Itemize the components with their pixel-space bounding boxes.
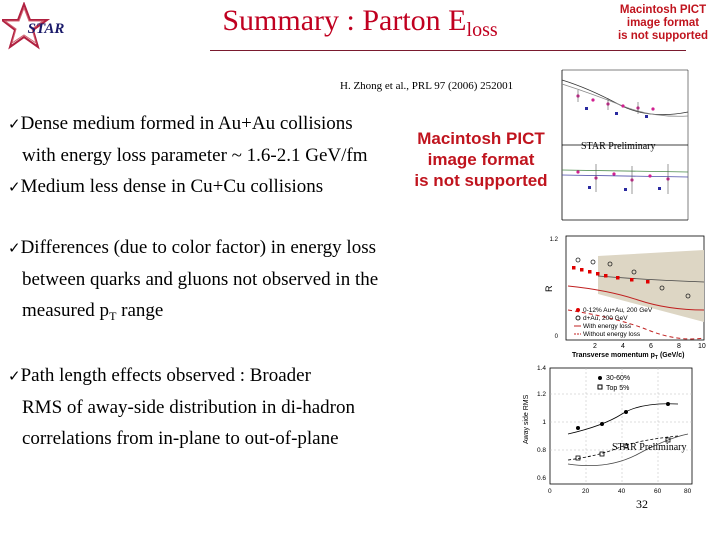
plot2-xlabel: Transverse momentum pT (GeV/c) — [572, 352, 684, 360]
plot3-xtick: 0 — [548, 488, 552, 495]
plot3-legend-item: 30-60% — [606, 375, 630, 382]
bullet-group-3: ✓Path length effects observed : Broader … — [8, 365, 355, 449]
plot3-ytick: 1 — [542, 419, 546, 426]
plot3-ytick: 0.6 — [537, 475, 546, 482]
check-icon: ✓ — [8, 367, 21, 385]
logo-text: STAR — [28, 21, 65, 37]
plot-away-side-rms: 30-60% Top 5% Away side RMS 1.4 1.2 1 0.… — [523, 365, 693, 495]
plot2-xtick: 6 — [649, 343, 653, 350]
plot2-xtick: 4 — [621, 343, 625, 350]
plot2-ytick: 1.2 — [550, 237, 559, 243]
page-number: 32 — [636, 497, 648, 511]
pict-placeholder-middle: Macintosh PICT image format is not suppo… — [414, 129, 548, 190]
plot2-xtick: 10 — [698, 343, 706, 350]
plot2-legend-item: With energy loss — [583, 323, 632, 330]
plot3-xtick: 20 — [582, 488, 590, 495]
plot3-xtick: 60 — [654, 488, 662, 495]
plot2-xtick: 2 — [593, 343, 597, 350]
plot2-legend-item: Without energy loss — [583, 331, 641, 338]
plot2-ylabel: R — [544, 285, 554, 292]
plot2-legend-item: 0-12% Au+Au, 200 GeV — [583, 307, 653, 314]
star-logo-icon: STAR — [2, 2, 65, 50]
preliminary-label-2: STAR Preliminary — [612, 442, 687, 453]
plot3-legend-item: Top 5% — [606, 385, 629, 392]
preliminary-label-1: STAR Preliminary — [581, 141, 656, 152]
plot2-ytick: 0 — [555, 334, 559, 340]
plot3-ytick: 1.4 — [537, 365, 546, 372]
bullet-group-2: ✓Differences (due to color factor) in en… — [8, 237, 379, 323]
plot-energy-loss-panels — [561, 69, 689, 221]
plot3-xtick: 80 — [684, 488, 692, 495]
check-icon: ✓ — [8, 178, 21, 196]
plot2-legend-item: d+Au, 200 GeV — [583, 315, 628, 322]
plot-rcp-vs-pt: R 1.2 0 2 4 6 8 10 0-12% Au+Au, 200 GeV … — [544, 235, 706, 360]
plot3-ytick: 1.2 — [537, 391, 546, 398]
check-icon: ✓ — [8, 115, 21, 133]
citation: H. Zhong et al., PRL 97 (2006) 252001 — [340, 80, 514, 92]
title-divider — [210, 50, 686, 51]
plot2-xtick: 8 — [677, 343, 681, 350]
check-icon: ✓ — [8, 239, 21, 257]
plot3-ytick: 0.8 — [537, 447, 546, 454]
plot3-xtick: 40 — [618, 488, 626, 495]
bullet-group-1: ✓Dense medium formed in Au+Au collisions… — [8, 113, 368, 197]
page-title: Summary : Parton Eloss — [222, 4, 498, 41]
pict-placeholder-top: Macintosh PICT image format is not suppo… — [617, 4, 709, 42]
plot3-ylabel: Away side RMS — [523, 394, 530, 444]
